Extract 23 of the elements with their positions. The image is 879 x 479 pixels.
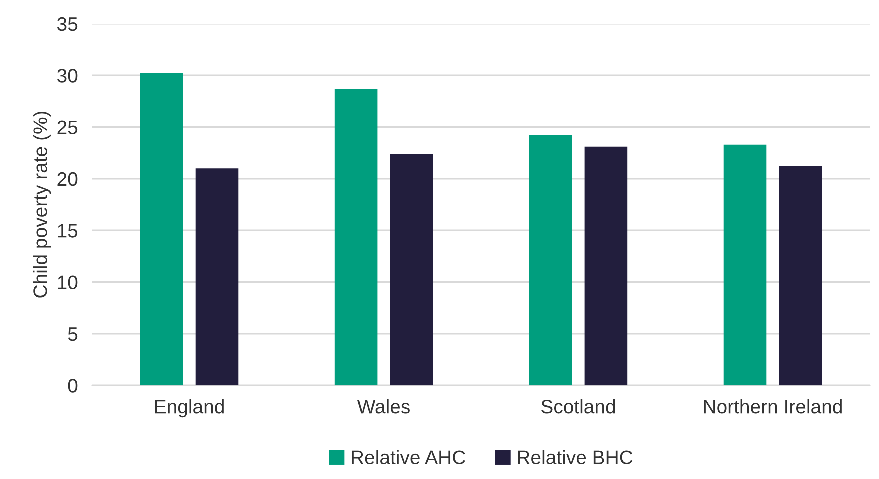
y-tick-label: 15 — [58, 224, 78, 238]
bar — [140, 74, 184, 386]
y-tick-label: 25 — [58, 120, 78, 135]
y-tick-label: 30 — [58, 69, 78, 83]
bar — [390, 154, 434, 386]
x-tick-label: England — [155, 399, 224, 418]
legend-label: Relative BHC — [518, 450, 633, 464]
y-tick-label: 20 — [58, 172, 78, 186]
bar — [196, 168, 239, 386]
bar — [334, 89, 378, 386]
bar — [529, 136, 572, 386]
bar — [779, 166, 822, 386]
legend-label: Relative AHC — [352, 450, 466, 464]
y-tick-label: 35 — [58, 17, 78, 32]
y-tick-label: 5 — [68, 328, 78, 342]
x-tick-label: Wales — [357, 399, 410, 414]
bar — [584, 146, 628, 386]
x-tick-label: Northern Ireland — [704, 399, 842, 414]
bar — [724, 144, 767, 386]
x-tick-label: Scotland — [542, 399, 616, 414]
y-axis-title: Child poverty rate (%) — [33, 112, 52, 298]
y-tick-label: 10 — [58, 276, 78, 290]
y-tick-label: 0 — [68, 379, 78, 393]
